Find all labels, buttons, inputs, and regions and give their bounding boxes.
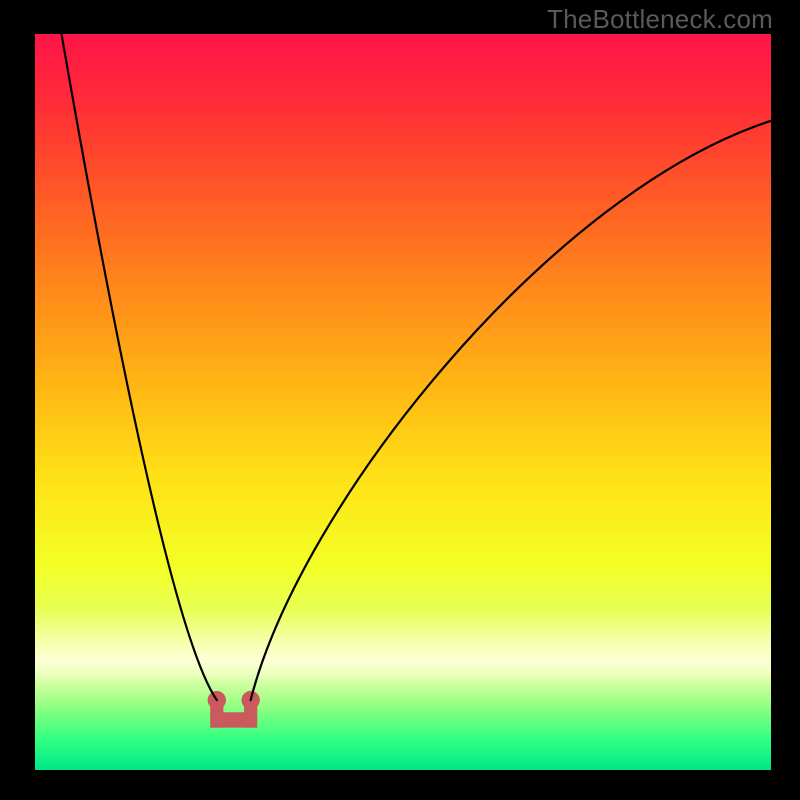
plot-area <box>35 34 771 770</box>
chart-svg <box>35 34 771 770</box>
watermark-text: TheBottleneck.com <box>547 4 773 35</box>
gradient-background <box>35 34 771 770</box>
stage: TheBottleneck.com <box>0 0 800 800</box>
